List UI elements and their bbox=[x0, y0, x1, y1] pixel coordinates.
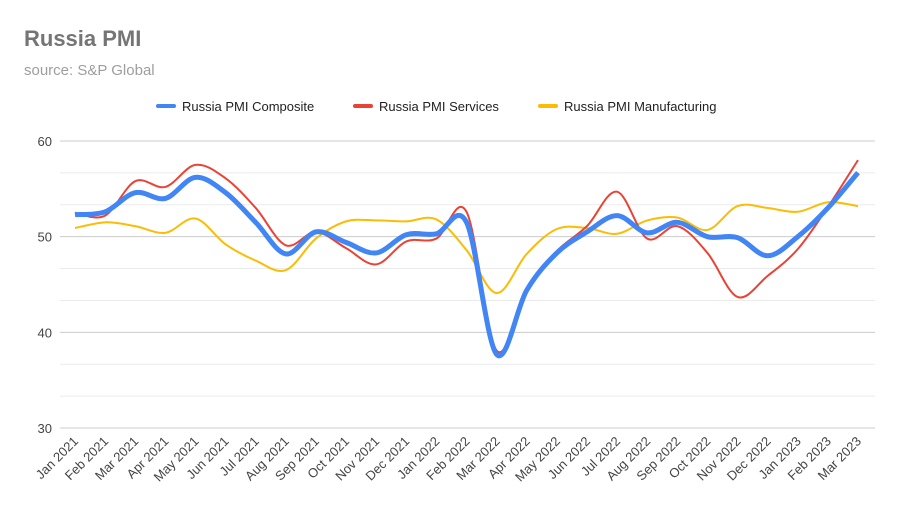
legend-label: Russia PMI Composite bbox=[182, 99, 314, 114]
y-tick-label: 30 bbox=[38, 421, 52, 436]
y-tick-label: 60 bbox=[38, 134, 52, 149]
chart-subtitle: source: S&P Global bbox=[24, 62, 155, 79]
series-line-russia-pmi-manufacturing bbox=[74, 201, 859, 295]
series-line-russia-pmi-services bbox=[74, 159, 859, 354]
y-tick-label: 40 bbox=[38, 325, 52, 340]
chart-title: Russia PMI bbox=[24, 26, 142, 51]
series-line-russia-pmi-composite bbox=[74, 170, 860, 359]
legend-label: Russia PMI Services bbox=[379, 99, 499, 114]
y-tick-label: 50 bbox=[38, 230, 52, 245]
legend-label: Russia PMI Manufacturing bbox=[564, 99, 716, 114]
